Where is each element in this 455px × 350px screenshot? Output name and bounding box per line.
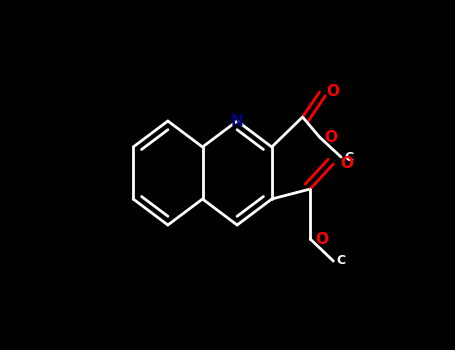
Text: O: O bbox=[327, 84, 339, 99]
Text: C: C bbox=[337, 254, 346, 267]
Text: O: O bbox=[340, 156, 354, 172]
Text: N: N bbox=[231, 113, 243, 128]
Text: O: O bbox=[325, 130, 338, 145]
Text: C: C bbox=[344, 150, 354, 163]
Text: O: O bbox=[315, 231, 329, 246]
